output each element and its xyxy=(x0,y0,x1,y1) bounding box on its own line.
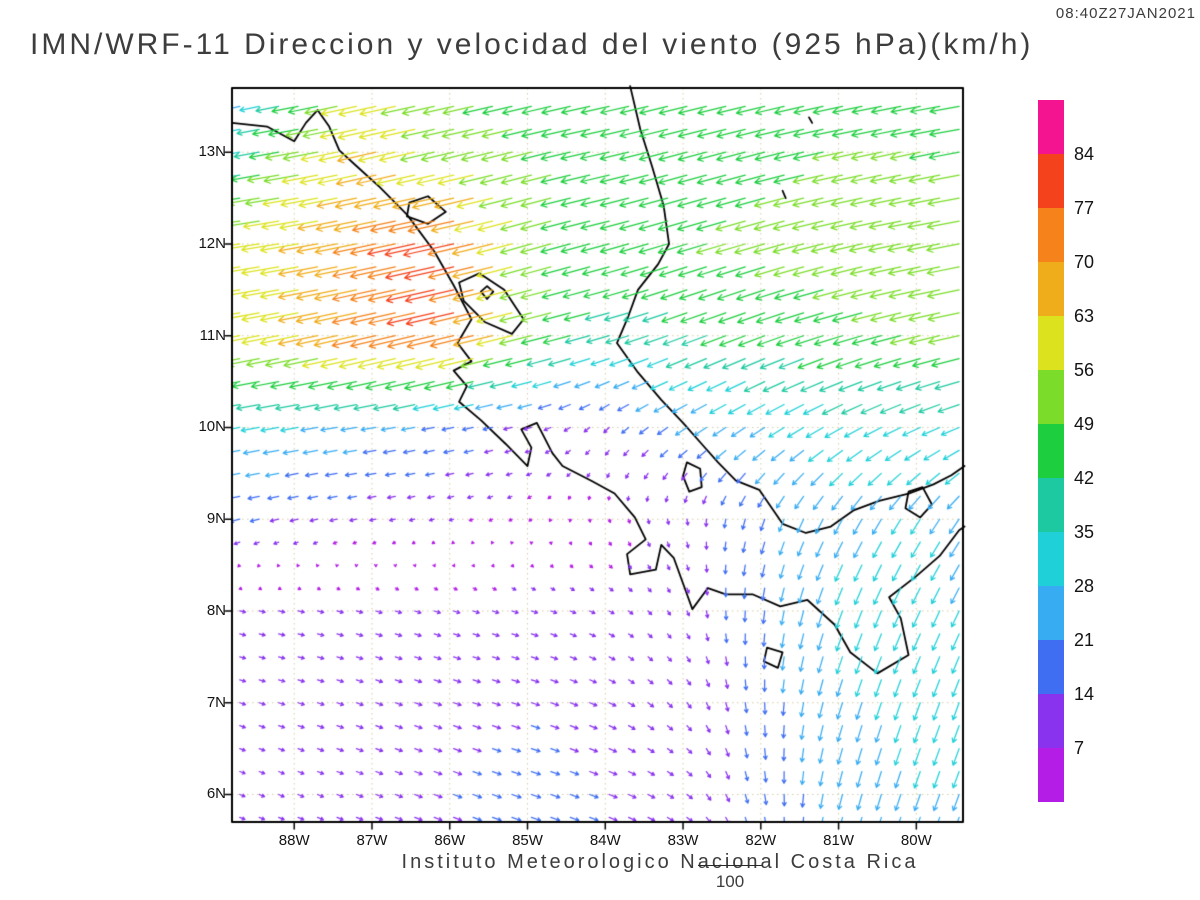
lon-tick-label: 83W xyxy=(667,832,699,849)
colorbar-tick-label: 28 xyxy=(1074,576,1095,596)
colorbar-segment xyxy=(1038,586,1064,640)
lat-tick-label: 8N xyxy=(206,601,226,619)
colorbar-segment xyxy=(1038,208,1064,262)
colorbar-tick-label: 42 xyxy=(1074,468,1095,488)
colorbar-tick-label: 14 xyxy=(1074,684,1095,704)
colorbar-segment xyxy=(1038,100,1064,154)
colorbar-tick-label: 63 xyxy=(1074,306,1095,326)
colorbar-tick-label: 77 xyxy=(1074,198,1095,218)
lat-tick-label: 7N xyxy=(206,693,226,711)
lat-tick-label: 13N xyxy=(198,143,226,161)
colorbar-segment xyxy=(1038,154,1064,208)
colorbar-segment xyxy=(1038,370,1064,424)
colorbar-legend xyxy=(1038,100,1064,802)
colorbar-tick-label: 49 xyxy=(1074,414,1095,434)
lon-tick-label: 81W xyxy=(823,832,854,849)
lat-tick-label: 6N xyxy=(206,785,226,803)
colorbar-segment xyxy=(1038,532,1064,586)
colorbar-segment xyxy=(1038,478,1064,532)
lat-tick-label: 10N xyxy=(198,418,226,436)
lon-tick-label: 87W xyxy=(356,832,388,849)
colorbar-tick-label: 35 xyxy=(1074,522,1095,542)
colorbar-tick-label: 7 xyxy=(1074,738,1085,758)
lon-tick-label: 85W xyxy=(512,832,543,849)
colorbar-segment xyxy=(1038,748,1064,802)
reference-vector-line xyxy=(698,865,762,866)
lon-tick-label: 86W xyxy=(434,832,466,849)
colorbar-tick-label: 70 xyxy=(1074,252,1095,272)
lat-tick-label: 9N xyxy=(206,510,226,528)
colorbar-segment xyxy=(1038,424,1064,478)
colorbar-tick-label: 56 xyxy=(1074,360,1095,380)
lon-tick-label: 80W xyxy=(900,832,932,849)
lon-tick-label: 82W xyxy=(745,832,777,849)
lat-tick-label: 11N xyxy=(199,326,226,344)
colorbar-segment xyxy=(1038,640,1064,694)
lon-tick-label: 88W xyxy=(278,832,310,849)
footer-credit: Instituto Meteorologico Nacional Costa R… xyxy=(401,851,919,873)
colorbar-segment xyxy=(1038,694,1064,748)
colorbar-segment xyxy=(1038,316,1064,370)
reference-vector-label: 100 xyxy=(715,872,745,891)
lon-tick-label: 84W xyxy=(589,832,621,849)
colorbar-tick-label: 84 xyxy=(1074,144,1095,164)
colorbar-tick-label: 21 xyxy=(1074,630,1095,650)
lat-tick-label: 12N xyxy=(198,234,226,252)
colorbar-segment xyxy=(1038,262,1064,316)
